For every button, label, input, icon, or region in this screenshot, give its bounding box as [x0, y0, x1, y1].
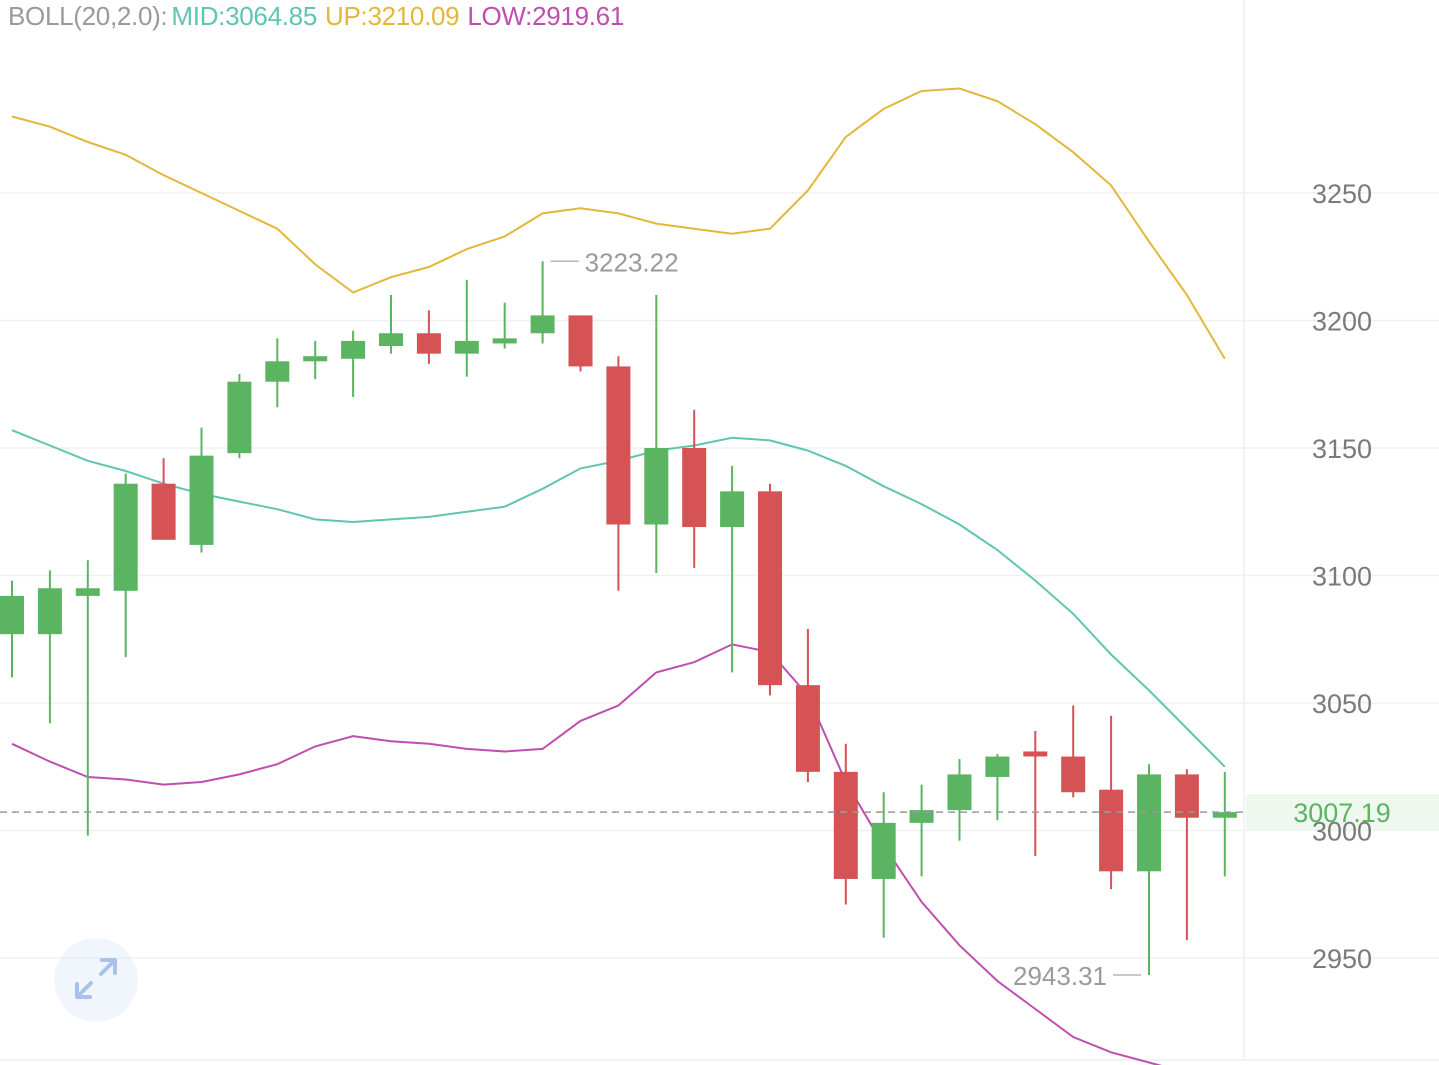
candle-down[interactable]	[795, 629, 820, 783]
candle-up[interactable]	[227, 374, 252, 459]
candle-body	[1212, 812, 1237, 818]
candle-body	[303, 356, 328, 362]
current-price-label: 3007.19	[1293, 798, 1391, 828]
candle-down[interactable]	[682, 409, 707, 568]
tick-label: 2950	[1312, 944, 1372, 974]
candle-down[interactable]	[568, 315, 593, 372]
boll-indicator-name: BOLL(20,2.0):	[8, 1, 168, 31]
candle-body	[947, 774, 972, 811]
candle-body	[530, 315, 555, 334]
tick-label: 3000	[1312, 817, 1372, 847]
candle-body	[720, 491, 745, 528]
candle-up[interactable]	[1212, 771, 1237, 877]
price-axis: 2950 3000 3050 3100 3150 3200 3250	[1312, 179, 1372, 974]
candle-body	[568, 315, 593, 367]
tick-label: 3250	[1312, 179, 1372, 209]
candle-body	[37, 588, 62, 635]
tick-label: 3150	[1312, 434, 1372, 464]
candle-up[interactable]	[492, 302, 517, 349]
candle-up[interactable]	[75, 560, 100, 836]
candle-body	[416, 333, 441, 354]
candle-up[interactable]	[265, 338, 290, 408]
candle-body	[833, 771, 858, 879]
candle-down[interactable]	[1023, 731, 1048, 856]
candle-up[interactable]	[113, 473, 138, 658]
candle-body	[1061, 756, 1086, 793]
candle-down[interactable]	[758, 483, 782, 696]
boll-up-value: UP:3210.09	[325, 1, 460, 31]
candle-down[interactable]	[606, 356, 631, 591]
candle-up[interactable]	[341, 330, 366, 397]
candle-body	[189, 455, 214, 545]
candle-up[interactable]	[947, 759, 972, 841]
current-price-tag	[1246, 794, 1439, 831]
candle-body	[1099, 789, 1124, 872]
candle-body	[75, 588, 100, 596]
candle-down[interactable]	[1099, 715, 1124, 890]
candle-body	[227, 381, 252, 454]
candle-up[interactable]	[644, 295, 669, 573]
candle-up[interactable]	[1137, 764, 1161, 976]
expand-icon	[75, 958, 117, 999]
candle-body	[454, 340, 479, 354]
candle-body	[795, 685, 820, 772]
candle-down[interactable]	[1174, 769, 1199, 941]
boll-mid-value: MID:3064.85	[171, 1, 317, 31]
candle-up[interactable]	[720, 465, 745, 673]
candle-body	[985, 756, 1010, 777]
candle-up[interactable]	[379, 295, 403, 354]
candle-body	[682, 448, 707, 528]
candle-body	[379, 333, 403, 346]
candle-body	[492, 338, 517, 344]
candle-up[interactable]	[454, 279, 479, 377]
candle-up[interactable]	[985, 754, 1010, 821]
candle-body	[1174, 774, 1199, 818]
candle-up[interactable]	[303, 340, 328, 380]
candle-body	[758, 491, 782, 686]
candle-body	[1137, 774, 1161, 872]
tick-label: 3050	[1312, 689, 1372, 719]
candle-up[interactable]	[37, 570, 62, 724]
boll-low-line	[11, 643, 1163, 1065]
candle-down[interactable]	[151, 458, 176, 540]
price-markers: 3007.19 3223.22 2943.31	[0, 247, 1439, 991]
candle-body	[265, 361, 290, 382]
tick-label: 3100	[1312, 562, 1372, 592]
candle-up[interactable]	[189, 427, 214, 553]
candle-up[interactable]	[871, 792, 896, 938]
candle-body	[0, 595, 24, 635]
candle-up[interactable]	[530, 261, 555, 344]
high-marker-label: 3223.22	[585, 247, 679, 277]
boll-up-line	[11, 87, 1226, 360]
candle-body	[341, 340, 366, 359]
candle-up[interactable]	[0, 580, 24, 678]
candle-down[interactable]	[1061, 705, 1086, 798]
boll-legend: BOLL(20,2.0): MID:3064.85 UP:3210.09 LOW:29…	[8, 0, 632, 34]
candle-body	[909, 810, 934, 823]
candles[interactable]	[0, 261, 1237, 976]
expand-chart-button[interactable]	[54, 938, 138, 1022]
candle-down[interactable]	[416, 310, 441, 364]
boll-low-value: LOW:2919.61	[467, 1, 624, 31]
candle-body	[113, 483, 138, 591]
candle-up[interactable]	[909, 784, 934, 877]
low-marker-label: 2943.31	[1013, 961, 1107, 991]
candle-body	[606, 366, 631, 525]
candle-body	[1023, 751, 1048, 757]
tick-label: 3200	[1312, 307, 1372, 337]
candle-body	[871, 822, 896, 879]
candle-body	[151, 483, 176, 540]
candle-down[interactable]	[833, 743, 858, 905]
candle-body	[644, 448, 669, 525]
